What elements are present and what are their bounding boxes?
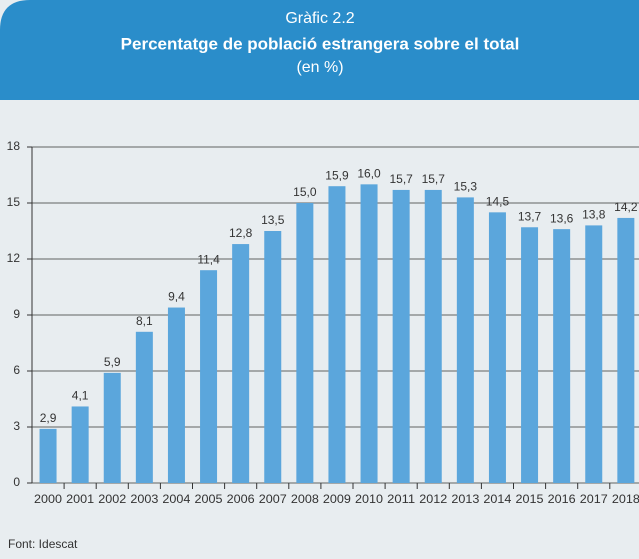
value-label: 15,9 bbox=[325, 168, 349, 182]
x-tick-label: 2003 bbox=[130, 492, 158, 506]
y-tick-label: 18 bbox=[7, 139, 21, 153]
bar bbox=[296, 203, 314, 483]
header-background bbox=[0, 0, 639, 100]
bar bbox=[456, 197, 474, 483]
x-tick-label: 2014 bbox=[483, 492, 511, 506]
chart-subtitle: (en %) bbox=[296, 59, 343, 76]
bar bbox=[200, 270, 218, 483]
value-label: 13,5 bbox=[261, 213, 285, 227]
bar bbox=[167, 307, 185, 483]
x-tick-label: 2010 bbox=[355, 492, 383, 506]
y-tick-label: 15 bbox=[7, 195, 21, 209]
x-tick-label: 2007 bbox=[259, 492, 287, 506]
bar bbox=[328, 186, 346, 483]
bar bbox=[39, 428, 57, 483]
value-label: 15,0 bbox=[293, 185, 317, 199]
y-tick-label: 12 bbox=[7, 251, 21, 265]
source-note: Font: Idescat bbox=[8, 537, 78, 551]
value-label: 14,2 bbox=[614, 200, 638, 214]
bar bbox=[71, 406, 89, 483]
bar bbox=[585, 225, 603, 483]
x-tick-label: 2004 bbox=[162, 492, 190, 506]
x-tick-label: 2000 bbox=[34, 492, 62, 506]
chart-label: Gràfic 2.2 bbox=[285, 10, 354, 27]
value-label: 2,9 bbox=[40, 411, 57, 425]
bar bbox=[232, 244, 250, 483]
value-label: 13,7 bbox=[518, 209, 542, 223]
y-tick-label: 9 bbox=[13, 307, 20, 321]
x-tick-label: 2018 bbox=[612, 492, 639, 506]
value-label: 8,1 bbox=[136, 314, 153, 328]
x-tick-label: 2009 bbox=[323, 492, 351, 506]
bar bbox=[103, 372, 121, 483]
value-label: 13,8 bbox=[582, 208, 606, 222]
x-tick-label: 2011 bbox=[387, 492, 415, 506]
y-tick-label: 0 bbox=[13, 475, 20, 489]
bar bbox=[135, 331, 153, 483]
bar bbox=[553, 229, 571, 483]
value-label: 15,7 bbox=[389, 172, 413, 186]
bar bbox=[360, 184, 378, 484]
x-tick-label: 2005 bbox=[195, 492, 223, 506]
y-tick-label: 3 bbox=[13, 419, 20, 433]
value-label: 14,5 bbox=[486, 195, 510, 209]
y-tick-label: 6 bbox=[13, 363, 20, 377]
value-label: 15,3 bbox=[454, 180, 478, 194]
value-label: 15,7 bbox=[422, 172, 446, 186]
bar bbox=[521, 227, 539, 483]
value-label: 16,0 bbox=[357, 167, 381, 181]
bar bbox=[392, 189, 410, 483]
value-label: 13,6 bbox=[550, 211, 574, 225]
value-label: 11,4 bbox=[197, 252, 220, 266]
bar bbox=[617, 217, 635, 483]
value-label: 12,8 bbox=[229, 226, 253, 240]
bar bbox=[424, 189, 442, 483]
value-label: 5,9 bbox=[104, 355, 121, 369]
value-label: 9,4 bbox=[168, 290, 185, 304]
bar bbox=[264, 231, 282, 483]
x-tick-label: 2017 bbox=[580, 492, 608, 506]
x-tick-label: 2015 bbox=[516, 492, 544, 506]
x-tick-label: 2001 bbox=[66, 492, 94, 506]
x-tick-label: 2002 bbox=[98, 492, 126, 506]
x-tick-label: 2013 bbox=[451, 492, 479, 506]
x-tick-label: 2012 bbox=[419, 492, 447, 506]
x-tick-label: 2006 bbox=[227, 492, 255, 506]
x-tick-label: 2008 bbox=[291, 492, 319, 506]
bar bbox=[488, 212, 506, 484]
value-label: 4,1 bbox=[72, 389, 89, 403]
x-tick-label: 2016 bbox=[548, 492, 576, 506]
chart-title: Percentatge de població estrangera sobre… bbox=[121, 34, 520, 53]
